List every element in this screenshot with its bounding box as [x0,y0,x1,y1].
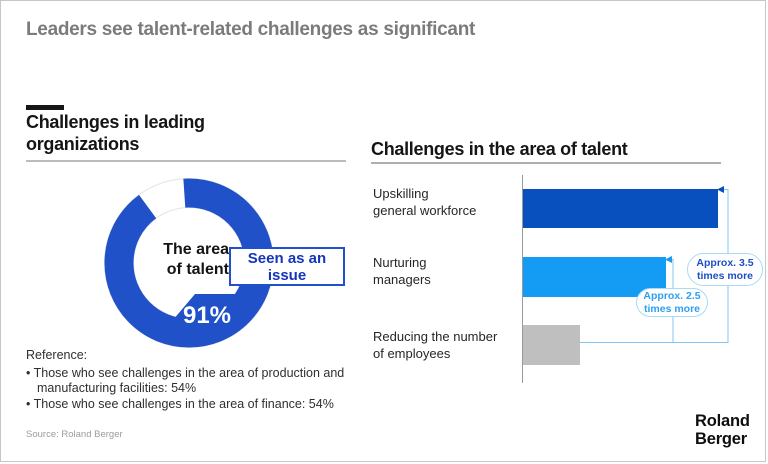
bar-label-nurturing: Nurturing managers [373,255,431,287]
annotation-badge-3-5: Approx. 3.5 times more [687,253,763,286]
source-note: Source: Roland Berger [26,429,123,440]
donut-callout-box: Seen as an issue [229,247,345,286]
right-heading-underline [371,162,721,164]
bracket-2-5-arrow-icon [665,256,672,263]
bar-reducing [523,325,580,365]
bar-chart-axis [522,175,523,383]
donut-percent-bump [167,294,249,327]
page-title: Leaders see talent-related challenges as… [26,19,476,40]
donut-percent-label: 91% [183,302,231,329]
bar-label-reducing: Reducing the number of employees [373,329,498,361]
reference-item: Those who see challenges in the area of … [26,366,346,397]
reference-block: Reference: Those who see challenges in t… [26,348,358,412]
bar-label-upskilling: Upskilling general workforce [373,186,477,218]
donut-callout-label: Seen as an issue [247,249,327,284]
donut-center-label: The area of talent [163,241,229,278]
roland-berger-logo: Roland Berger [695,412,750,448]
left-section-heading: Challenges in leading organizations [26,112,205,154]
section-dash [26,105,64,110]
left-heading-underline [26,160,346,162]
reference-item: Those who see challenges in the area of … [26,397,346,413]
logo-line-2: Berger [695,429,747,448]
right-section-heading: Challenges in the area of talent [371,139,628,159]
bar-upskilling [523,189,718,228]
annotation-badge-2-5-label: Approx. 2.5 times more [643,290,701,315]
annotation-badge-2-5: Approx. 2.5 times more [636,288,708,317]
logo-line-1: Roland [695,412,750,430]
reference-title: Reference: [26,348,88,362]
annotation-badge-3-5-label: Approx. 3.5 times more [696,257,754,282]
bracket-3-5-arrow-icon [717,186,724,193]
